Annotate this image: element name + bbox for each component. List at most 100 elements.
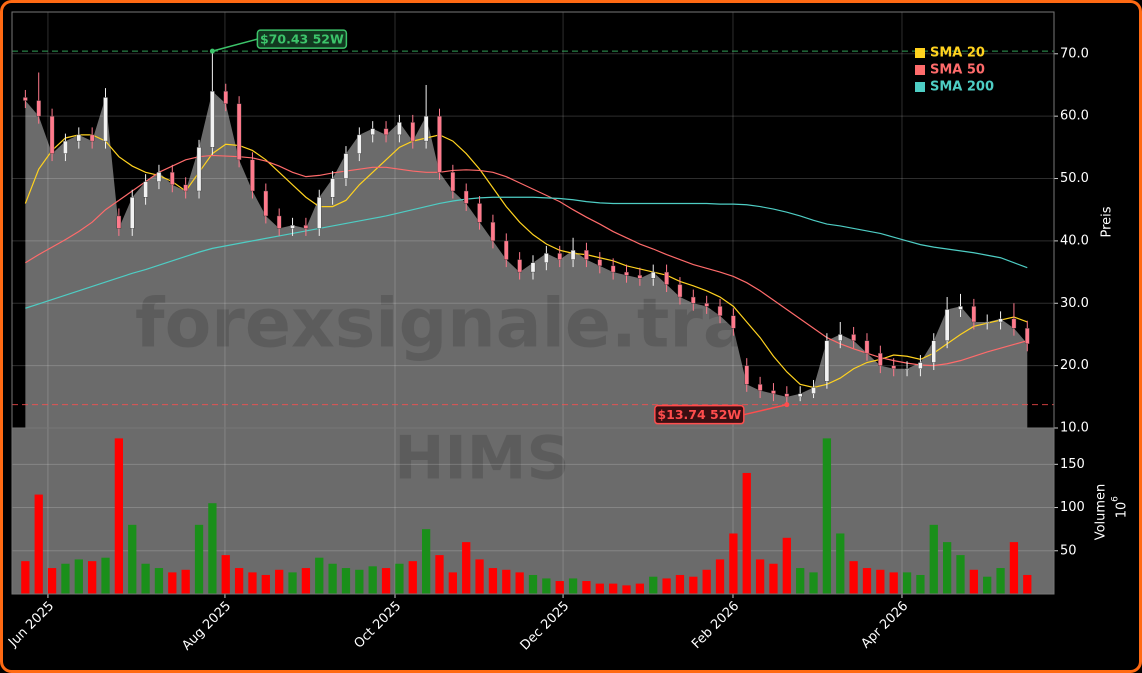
candle-body (704, 303, 709, 307)
volume-bar (622, 585, 631, 594)
sma-line (24, 134, 1028, 389)
candle-body (383, 128, 389, 136)
annotation-arrow (743, 403, 787, 416)
candle-body (343, 153, 349, 179)
candle-body (437, 115, 442, 173)
candle-body (423, 115, 429, 142)
candle-body (1011, 318, 1017, 329)
sma-line (25, 196, 1028, 309)
volume-bar (796, 568, 805, 594)
candle-body (23, 97, 28, 101)
volume-bar (782, 537, 791, 594)
candle-body (156, 172, 162, 182)
watermark: HIMS (394, 424, 569, 494)
volume-bar (942, 542, 952, 594)
volume-bar (88, 561, 97, 594)
candle-body (757, 384, 763, 391)
volume-bar (902, 572, 912, 594)
y-tick-label: 40.0 (1060, 233, 1089, 248)
candle-body (998, 318, 1003, 323)
candle-body (276, 215, 282, 229)
volume-bar (154, 568, 164, 594)
volume-bar (221, 555, 230, 594)
candle-body (584, 250, 589, 260)
candle-body (129, 197, 135, 229)
candle-body (49, 115, 55, 154)
volume-bar (341, 568, 351, 594)
y-tick-label: 150 (1060, 457, 1085, 472)
legend-label: SMA 50 (930, 63, 985, 78)
candle-body (691, 296, 696, 304)
candle-body (717, 306, 723, 316)
candle-body (236, 103, 242, 161)
candle-body (196, 147, 202, 192)
annotation-arrowhead (209, 48, 215, 54)
volume-bar (769, 563, 778, 594)
candle-body (36, 100, 41, 117)
y-tick-label: 20.0 (1060, 358, 1089, 373)
candle-body (170, 172, 175, 185)
volume-bar (969, 569, 978, 594)
volume-bar (822, 438, 832, 594)
annotation: $70.43 52W (209, 29, 348, 54)
candle-body (143, 181, 148, 198)
annotation-label: $13.74 52W (657, 407, 741, 422)
volume-bar (74, 559, 83, 594)
volume-bar (956, 555, 965, 594)
y-tick-label: 50.0 (1060, 171, 1089, 186)
volume-bar (462, 542, 471, 594)
volume-bar (889, 572, 898, 594)
volume-bar (248, 572, 257, 594)
candle-body (610, 265, 616, 273)
volume-bar (582, 581, 591, 594)
volume-bar (528, 574, 538, 594)
y-axis-label: Preis (1100, 206, 1115, 237)
volume-bar (448, 572, 457, 594)
y-tick-label: 30.0 (1060, 296, 1089, 311)
legend-swatch (915, 48, 925, 58)
candle-body (944, 309, 950, 341)
volume-bar (836, 533, 845, 594)
candle-body (183, 184, 188, 192)
price-area (25, 91, 1028, 428)
candle-body (530, 262, 536, 273)
y-tick-label: 70.0 (1060, 46, 1089, 61)
volume-bar (649, 576, 658, 594)
annotation-box (654, 404, 745, 425)
volume-bar (34, 494, 43, 594)
volume-bar (916, 574, 925, 594)
volume-bar (368, 566, 377, 594)
volume-bar (301, 568, 311, 594)
y-axis-label: Volumen (1094, 484, 1109, 541)
candle-body (797, 393, 803, 398)
volume-bar (381, 568, 391, 594)
annotation-box (256, 29, 348, 49)
candle-body (637, 274, 643, 279)
volume-bar (141, 563, 150, 594)
volume-bar (275, 569, 284, 594)
candle-body (984, 321, 990, 324)
volume-bar (595, 583, 604, 594)
candle-body (824, 340, 830, 382)
legend-label: SMA 20 (930, 46, 985, 61)
candle-body (410, 122, 416, 142)
candle-body (904, 368, 910, 370)
candle-body (918, 362, 923, 369)
candle-body (116, 215, 122, 229)
axis-multiplier-exponent: 6 (1111, 496, 1121, 502)
volume-bar (755, 559, 765, 594)
candle-body (864, 340, 870, 354)
candle-body (731, 315, 736, 329)
volume-bar (208, 503, 217, 594)
volume-bar (662, 578, 671, 594)
volume-bar (408, 561, 417, 594)
annotation-label: $70.43 52W (260, 32, 344, 47)
volume-bar (689, 576, 698, 594)
annotation: $13.74 52W (654, 402, 790, 425)
candle-body (1025, 328, 1030, 345)
volume-bar (555, 581, 564, 594)
volume-bar (181, 569, 190, 594)
y-tick-label: 10.0 (1060, 421, 1089, 436)
candle-body (650, 271, 656, 279)
